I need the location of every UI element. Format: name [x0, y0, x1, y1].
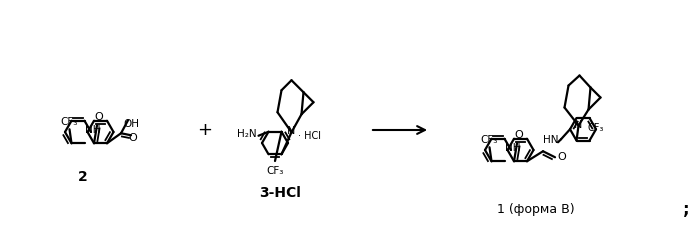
- Text: 1 (форма В): 1 (форма В): [497, 204, 575, 216]
- Text: O: O: [558, 152, 566, 162]
- Text: +: +: [198, 121, 212, 139]
- Text: CF₃: CF₃: [481, 135, 498, 145]
- Text: CF₃: CF₃: [61, 117, 78, 127]
- Text: OH: OH: [123, 119, 139, 129]
- Text: H₂N: H₂N: [237, 129, 257, 139]
- Text: CF₃: CF₃: [587, 123, 604, 133]
- Text: O: O: [129, 133, 138, 143]
- Text: N: N: [287, 126, 296, 136]
- Text: ;: ;: [683, 201, 689, 219]
- Text: N: N: [575, 120, 583, 130]
- Text: CF₃: CF₃: [266, 166, 284, 176]
- Text: NH: NH: [505, 143, 521, 153]
- Text: O: O: [94, 112, 103, 122]
- Text: HN: HN: [543, 135, 559, 145]
- Text: 2: 2: [78, 170, 88, 184]
- Text: NH: NH: [85, 125, 101, 135]
- Text: O: O: [514, 130, 524, 140]
- Text: 3-HCl: 3-HCl: [259, 186, 301, 200]
- Text: · HCl: · HCl: [298, 131, 321, 141]
